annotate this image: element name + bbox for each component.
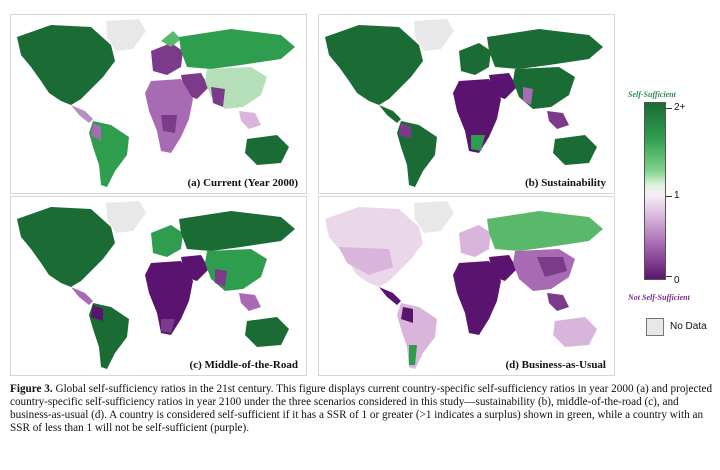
australia xyxy=(553,317,597,347)
europe xyxy=(459,225,491,257)
world-map-sustainability xyxy=(325,19,603,187)
africa xyxy=(453,261,501,335)
africa xyxy=(145,79,193,153)
southeast-asia xyxy=(547,111,569,129)
asia xyxy=(513,67,575,109)
caption-text: Global self-sufficiency ratios in the 21… xyxy=(10,383,713,434)
north-america xyxy=(17,25,115,105)
central-america xyxy=(379,105,401,123)
legend-tick-mid xyxy=(666,196,672,197)
europe xyxy=(459,43,491,75)
world-map-business-as-usual xyxy=(325,201,603,369)
greenland xyxy=(106,19,146,51)
south-america xyxy=(397,303,437,369)
legend-value-0: 0 xyxy=(674,275,680,286)
russia xyxy=(179,211,295,251)
central-america xyxy=(71,105,93,123)
panel-label-a: (a) Current (Year 2000) xyxy=(187,177,298,189)
central-america xyxy=(379,287,401,305)
no-data-swatch xyxy=(646,318,664,336)
world-map-middle-of-the-road xyxy=(17,201,295,369)
no-data-label: No Data xyxy=(670,321,707,332)
legend-top-label: Self-Sufficient xyxy=(628,90,676,99)
central-america xyxy=(71,287,93,305)
legend-value-1: 1 xyxy=(674,190,680,201)
north-america xyxy=(17,207,115,287)
greenland xyxy=(106,201,146,233)
map-panel-middle-of-the-road: (c) Middle-of-the-Road xyxy=(10,196,307,376)
ssr-legend: Self-Sufficient 2+ 1 0 Not Self-Sufficie… xyxy=(622,90,720,340)
australia xyxy=(245,135,289,165)
australia xyxy=(553,135,597,165)
map-panel-business-as-usual: (d) Business-as-Usual xyxy=(318,196,615,376)
legend-color-bar xyxy=(644,102,666,280)
southeast-asia xyxy=(239,293,261,311)
caption-heading: Figure 3. xyxy=(10,383,53,395)
panel-label-c: (c) Middle-of-the-Road xyxy=(189,359,298,371)
legend-tick-top xyxy=(666,108,672,109)
south-america xyxy=(89,121,129,187)
russia xyxy=(487,211,603,251)
figure-caption: Figure 3. Global self-sufficiency ratios… xyxy=(10,383,716,435)
greenland xyxy=(414,19,454,51)
asia xyxy=(205,249,267,291)
south-america xyxy=(397,121,437,187)
panel-label-d: (d) Business-as-Usual xyxy=(505,359,606,371)
europe xyxy=(151,225,183,257)
legend-bottom-label: Not Self-Sufficient xyxy=(628,293,690,302)
greenland xyxy=(414,201,454,233)
africa xyxy=(145,261,193,335)
asia xyxy=(513,249,575,291)
map-panel-current: (a) Current (Year 2000) xyxy=(10,14,307,194)
north-america xyxy=(325,207,423,287)
australia xyxy=(245,317,289,347)
map-panel-sustainability: (b) Sustainability xyxy=(318,14,615,194)
europe xyxy=(151,31,183,75)
russia xyxy=(487,29,603,69)
africa xyxy=(453,79,501,153)
panel-label-b: (b) Sustainability xyxy=(525,177,606,189)
asia xyxy=(205,67,267,109)
legend-value-2plus: 2+ xyxy=(674,102,686,113)
russia xyxy=(179,29,295,69)
legend-tick-bottom xyxy=(666,276,672,277)
north-america xyxy=(325,25,423,105)
southeast-asia xyxy=(547,293,569,311)
world-map-current xyxy=(17,19,295,187)
south-america xyxy=(89,303,129,369)
southeast-asia xyxy=(239,111,261,129)
